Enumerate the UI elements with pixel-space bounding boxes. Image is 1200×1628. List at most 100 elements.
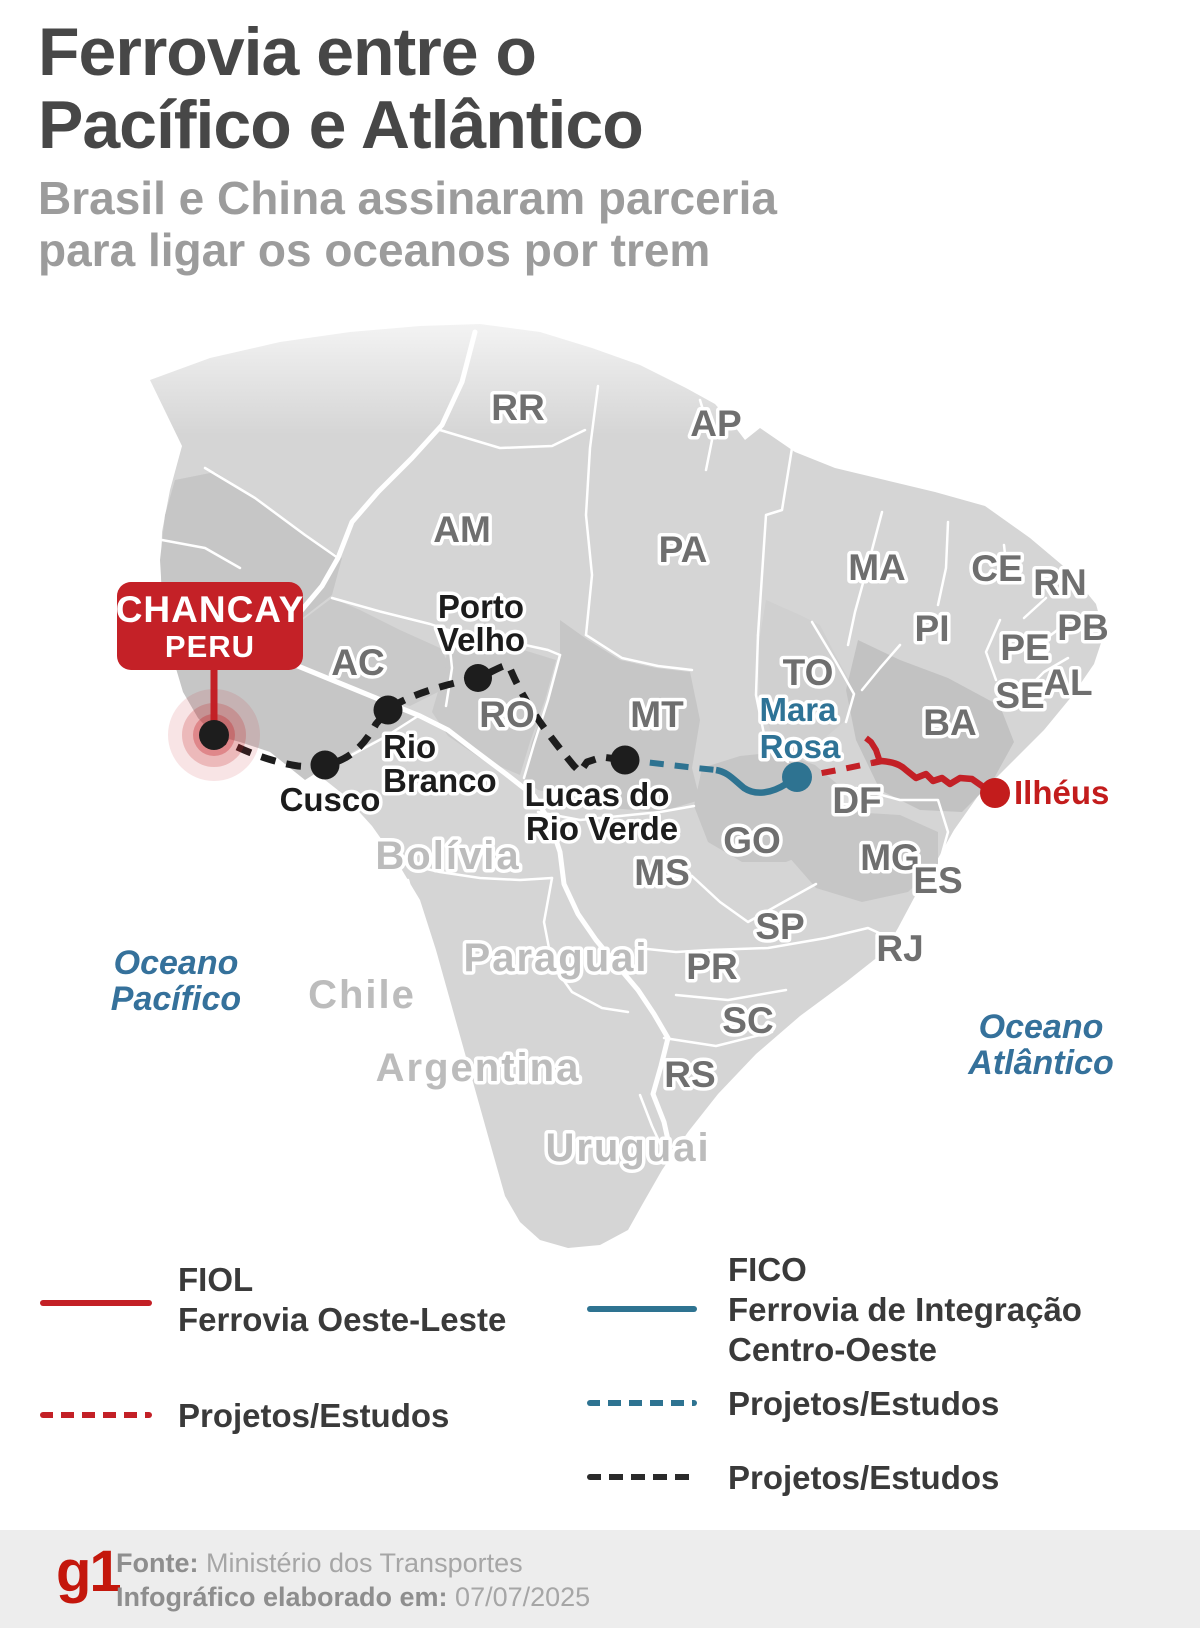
- city-labels: Cusco Rio Branco Porto Velho Lucas do Ri…: [276, 585, 1113, 851]
- country-labels: Bolívia Chile Paraguai Argentina Uruguai: [305, 831, 712, 1174]
- elaborated-label: Infográfico elaborado em:: [116, 1582, 448, 1612]
- fico-solid-line-sample: [587, 1306, 697, 1312]
- fiol-name: Ferrovia Oeste-Leste: [178, 1301, 507, 1338]
- state-label-pi: PI: [915, 608, 950, 649]
- state-label-pa: PA: [659, 529, 708, 570]
- fiol-projects-label: Projetos/Estudos: [178, 1397, 450, 1434]
- state-label-go: GO: [723, 820, 781, 861]
- pacific-ocean-label-line2: Pacífico: [111, 980, 241, 1018]
- state-label-rs: RS: [664, 1054, 715, 1095]
- atlantic-ocean-label-line1: Oceano: [979, 1008, 1104, 1046]
- state-label-am: AM: [433, 509, 491, 550]
- lucas-label-line2: Rio Verde: [526, 810, 678, 847]
- title-line1: Ferrovia entre o: [38, 14, 537, 90]
- state-borders: [330, 384, 1070, 1048]
- rio-branco-label-line1: Rio: [383, 728, 436, 765]
- country-label-chile: Chile: [308, 973, 416, 1017]
- source-label: Fonte:: [116, 1548, 199, 1578]
- state-label-pe: PE: [1000, 627, 1049, 668]
- footer: g1 Fonte: Ministério dos Transportes Inf…: [0, 1530, 1200, 1628]
- ilheus-dot: [980, 778, 1010, 808]
- elaborated-line: Infográfico elaborado em: 07/07/2025: [116, 1580, 590, 1614]
- state-label-ma: MA: [848, 547, 906, 588]
- atlantic-ocean-label-line2: Atlântico: [967, 1044, 1113, 1082]
- state-label-mg: MG: [860, 837, 920, 878]
- fico-projects-label: Projetos/Estudos: [728, 1385, 1000, 1422]
- fico-legend-entry: FICO Ferrovia de Integração Centro-Oeste: [728, 1250, 1082, 1370]
- cusco-label: Cusco: [280, 781, 381, 818]
- state-label-ba: BA: [923, 702, 976, 743]
- page-title: Ferrovia entre o Pacífico e Atlântico: [38, 16, 777, 162]
- porto-velho-label-line1: Porto: [438, 588, 524, 625]
- state-label-ro: RO: [479, 694, 535, 735]
- country-label-argentina: Argentina: [376, 1046, 581, 1090]
- chancay-callout-line1: CHANCAY: [116, 589, 305, 630]
- chancay-dot: [199, 720, 229, 750]
- subtitle-line2: para ligar os oceanos por trem: [38, 224, 711, 276]
- state-label-df: DF: [832, 780, 881, 821]
- state-label-rj: RJ: [876, 928, 923, 969]
- state-label-pr: PR: [686, 946, 737, 987]
- fico-name-line2: Centro-Oeste: [728, 1331, 938, 1368]
- rio-branco-label-line2: Branco: [383, 762, 497, 799]
- mara-rosa-label-line1: Mara: [759, 691, 837, 728]
- cusco-dot: [310, 750, 340, 780]
- state-label-to: TO: [783, 652, 834, 693]
- fiol-abbr: FIOL: [178, 1261, 254, 1298]
- fiol-legend-entry: FIOL Ferrovia Oeste-Leste: [178, 1260, 506, 1340]
- state-label-ce: CE: [971, 548, 1022, 589]
- black-projects-label: Projetos/Estudos: [728, 1459, 1000, 1496]
- source-block: Fonte: Ministério dos Transportes Infogr…: [116, 1546, 590, 1614]
- subtitle-line1: Brasil e China assinaram parceria: [38, 172, 777, 224]
- state-labels: RR AP AM PA MA CE RN PI PB PE AL SE TO B…: [328, 384, 1112, 1099]
- state-label-ac: AC: [331, 642, 384, 683]
- country-borders: [160, 466, 678, 1242]
- lucas-dot: [610, 745, 640, 775]
- state-label-ms: MS: [634, 852, 690, 893]
- country-label-bolivia: Bolívia: [375, 834, 520, 878]
- state-label-rr: RR: [491, 387, 544, 428]
- elaborated-value: 07/07/2025: [447, 1582, 591, 1612]
- chancay-callout-box: [117, 582, 303, 670]
- country-label-paraguai: Paraguai: [464, 936, 649, 980]
- fiol-solid-line-sample: [40, 1300, 152, 1306]
- state-label-al: AL: [1043, 662, 1092, 703]
- rio-branco-dot: [373, 695, 403, 725]
- state-label-es: ES: [913, 860, 962, 901]
- state-label-se: SE: [995, 675, 1044, 716]
- porto-velho-label-line2: Velho: [437, 621, 525, 658]
- state-label-mt: MT: [630, 694, 684, 735]
- fico-dashed-line-sample: [587, 1400, 697, 1406]
- state-label-ap: AP: [690, 403, 741, 444]
- brazil-border: [263, 329, 675, 1161]
- pacific-ocean-label-line1: Oceano: [114, 944, 239, 982]
- fico-name-line1: Ferrovia de Integração: [728, 1291, 1082, 1328]
- source-line: Fonte: Ministério dos Transportes: [116, 1546, 590, 1580]
- fiol-dashed-line-sample: [40, 1412, 152, 1418]
- map-top-fade: [0, 280, 1200, 435]
- mara-rosa-dot: [782, 762, 812, 792]
- ocean-labels: Oceano Pacífico Oceano Atlântico: [108, 941, 1117, 1085]
- state-label-sc: SC: [722, 1000, 773, 1041]
- route-projects-black: [212, 661, 626, 776]
- state-label-rn: RN: [1033, 562, 1086, 603]
- g1-logo: g1: [56, 1539, 122, 1604]
- route-fico-solid: [715, 766, 799, 796]
- page-subtitle: Brasil e China assinaram parceria para l…: [38, 172, 777, 276]
- country-label-uruguai: Uruguai: [545, 1126, 710, 1170]
- mara-rosa-label-line2: Rosa: [760, 728, 841, 765]
- state-label-pb: PB: [1057, 607, 1108, 648]
- source-value: Ministério dos Transportes: [198, 1548, 523, 1578]
- black-dashed-line-sample: [587, 1474, 697, 1480]
- lucas-label-line1: Lucas do: [525, 776, 670, 813]
- state-label-sp: SP: [755, 906, 804, 947]
- porto-velho-dot: [464, 664, 492, 692]
- route-fiol-solid: [871, 757, 997, 796]
- fico-abbr: FICO: [728, 1251, 807, 1288]
- ilheus-label: Ilhéus: [1014, 774, 1109, 811]
- title-line2: Pacífico e Atlântico: [38, 87, 644, 163]
- route-fiol-branch: [864, 735, 883, 763]
- city-dots: [199, 664, 1010, 808]
